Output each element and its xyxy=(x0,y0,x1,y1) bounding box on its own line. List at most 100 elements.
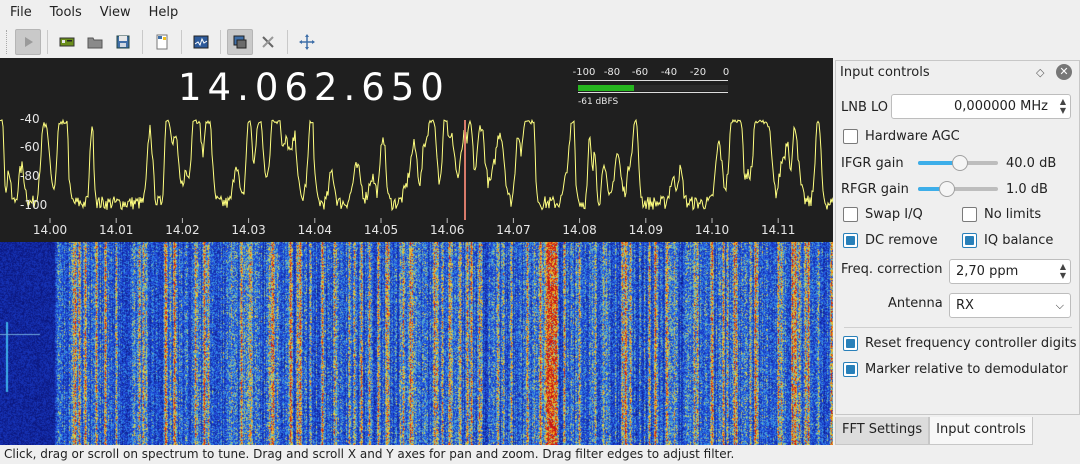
no-limits-checkbox[interactable]: No limits xyxy=(962,207,1041,222)
swap-iq-checkbox[interactable]: Swap I/Q xyxy=(843,207,923,222)
meter-tick: -40 xyxy=(660,67,678,78)
antenna-label: Antenna xyxy=(888,296,943,311)
checkbox-box-checked[interactable] xyxy=(962,233,977,248)
marker-relative-checkbox[interactable]: Marker relative to demodulator xyxy=(843,362,1068,377)
x-tick-label: 14.10 xyxy=(695,223,729,237)
dock-title: Input controls xyxy=(840,65,930,80)
dc-remove-label: DC remove xyxy=(865,233,938,248)
meter-level-bar xyxy=(578,85,634,91)
meter-tick: -20 xyxy=(689,67,707,78)
y-tick-label: -40 xyxy=(20,112,40,126)
float-icon[interactable]: ◇ xyxy=(1036,66,1045,79)
dx-cluster-button[interactable] xyxy=(227,28,253,55)
spectrum-trace xyxy=(0,118,833,212)
toolbar-separator xyxy=(220,29,221,54)
waterfall-display[interactable] xyxy=(0,242,833,445)
meter-scale-line xyxy=(578,80,728,81)
device-icon xyxy=(59,37,75,46)
tab-fft-settings[interactable]: FFT Settings xyxy=(835,417,930,445)
lnb-lo-label: LNB LO xyxy=(841,100,889,115)
rfgr-gain-slider[interactable] xyxy=(918,181,998,197)
dc-remove-checkbox[interactable]: DC remove xyxy=(843,233,938,248)
antenna-value: RX xyxy=(956,298,974,313)
freq-correction-value: 2,70 ppm xyxy=(956,264,1019,279)
fft-button[interactable] xyxy=(188,29,214,55)
spin-arrows-icon[interactable]: ▲ ▼ xyxy=(1059,262,1066,280)
divider xyxy=(844,327,1072,328)
play-icon xyxy=(25,36,33,47)
x-tick-label: 14.11 xyxy=(761,223,795,237)
x-tick-label: 14.09 xyxy=(629,223,663,237)
swap-iq-label: Swap I/Q xyxy=(865,207,923,222)
load-settings-button[interactable] xyxy=(82,29,108,55)
frequency-controller[interactable]: 14.062.650 xyxy=(178,66,450,109)
menu-file[interactable]: File xyxy=(10,5,32,20)
dxc-icon xyxy=(233,35,247,48)
toolbar-separator xyxy=(287,29,288,54)
checkbox-box[interactable] xyxy=(962,207,977,222)
fft-icon xyxy=(193,35,209,48)
rfgr-gain-label: RFGR gain xyxy=(841,182,909,197)
x-tick-label: 14.00 xyxy=(33,223,67,237)
checkbox-box-checked[interactable] xyxy=(843,336,858,351)
toolbar-separator xyxy=(181,29,182,54)
iq-balance-checkbox[interactable]: IQ balance xyxy=(962,233,1053,248)
hardware-agc-checkbox[interactable]: Hardware AGC xyxy=(843,129,960,144)
y-tick-label: -60 xyxy=(20,140,40,154)
lnb-lo-value: 0,000000 MHz xyxy=(954,99,1048,114)
marker-relative-label: Marker relative to demodulator xyxy=(865,362,1068,377)
iq-balance-label: IQ balance xyxy=(984,233,1054,248)
auto-range-button[interactable] xyxy=(294,29,320,55)
reset-digits-checkbox[interactable]: Reset frequency controller digits xyxy=(843,336,1077,351)
checkbox-box-checked[interactable] xyxy=(843,233,858,248)
x-tick-label: 14.05 xyxy=(364,223,398,237)
ifgr-gain-value: 40.0 dB xyxy=(1006,156,1057,171)
meter-tick: 0 xyxy=(722,67,730,78)
remote-control-button[interactable] xyxy=(149,29,175,55)
tab-input-controls[interactable]: Input controls xyxy=(929,417,1033,445)
autoscale-icon xyxy=(299,33,315,50)
toolbar-grip[interactable] xyxy=(6,29,10,54)
checkbox-box-checked[interactable] xyxy=(843,362,858,377)
meter-scale: -100 -80 -60 -40 -20 0 xyxy=(572,67,732,79)
lnb-lo-spinbox[interactable]: 0,000000 MHz ▲ ▼ xyxy=(891,94,1071,119)
y-tick-label: -80 xyxy=(20,169,40,183)
reset-digits-label: Reset frequency controller digits xyxy=(865,336,1077,351)
ifgr-gain-slider[interactable] xyxy=(918,155,998,171)
x-tick-label: 14.02 xyxy=(165,223,199,237)
slider-fill xyxy=(918,187,947,191)
remote-icon xyxy=(156,34,168,49)
x-tick-label: 14.01 xyxy=(99,223,133,237)
antenna-select[interactable]: RX ⌵ xyxy=(949,293,1071,318)
save-settings-button[interactable] xyxy=(110,29,136,55)
y-tick-label: -100 xyxy=(20,198,47,212)
slider-handle[interactable] xyxy=(938,181,955,197)
io-devices-button[interactable] xyxy=(54,29,80,55)
menu-tools[interactable]: Tools xyxy=(49,5,82,20)
toolbar-separator xyxy=(47,29,48,54)
tools-button[interactable] xyxy=(255,29,281,55)
spectrum-plot[interactable]: -40 -60 -80 -100 14.00 14.01 14.02 14.03 14.04 14… xyxy=(0,58,833,242)
x-tick-label: 14.04 xyxy=(298,223,332,237)
menu-bar: File Tools View Help xyxy=(0,0,1080,25)
menu-help[interactable]: Help xyxy=(148,5,179,20)
spin-arrows-icon[interactable]: ▲ ▼ xyxy=(1059,97,1066,115)
toolbar xyxy=(0,25,1080,58)
dock-tabs: FFT Settings Input controls xyxy=(835,417,1033,445)
tools-icon xyxy=(262,35,274,48)
checkbox-box[interactable] xyxy=(843,129,858,144)
menu-view[interactable]: View xyxy=(99,5,131,20)
start-button[interactable] xyxy=(15,28,41,55)
meter-bottom-line xyxy=(578,92,728,93)
checkbox-box[interactable] xyxy=(843,207,858,222)
slider-handle[interactable] xyxy=(952,155,969,171)
rfgr-gain-value: 1.0 dB xyxy=(1006,182,1048,197)
meter-bar-track xyxy=(578,85,728,91)
x-tick-label: 14.07 xyxy=(496,223,530,237)
meter-tick: -100 xyxy=(572,67,596,78)
freq-correction-spinbox[interactable]: 2,70 ppm ▲ ▼ xyxy=(949,259,1071,284)
slider-fill xyxy=(918,161,961,165)
x-tick-label: 14.06 xyxy=(430,223,464,237)
close-icon[interactable]: ✕ xyxy=(1056,64,1072,80)
ifgr-gain-label: IFGR gain xyxy=(841,156,904,171)
